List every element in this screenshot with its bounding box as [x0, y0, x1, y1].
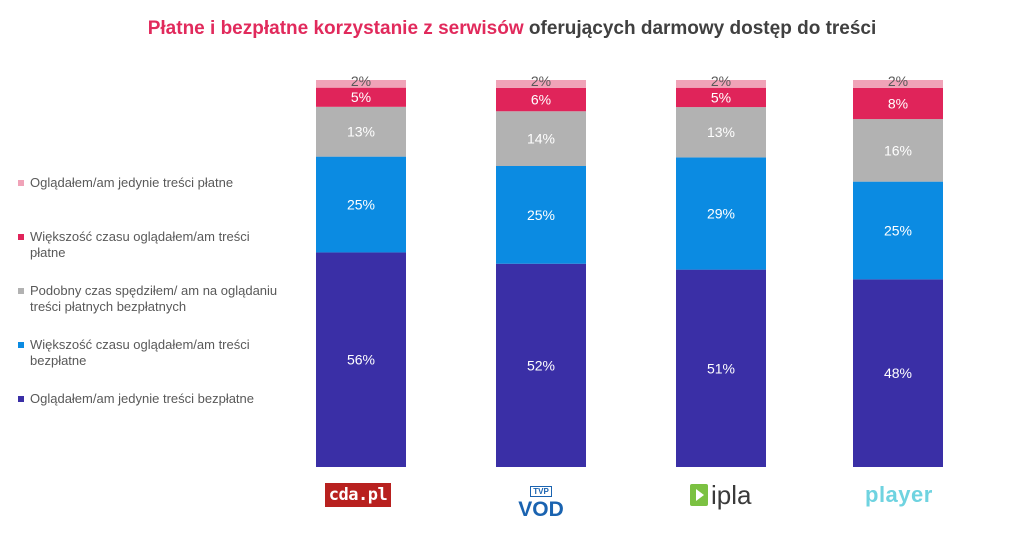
chart-title-highlight: Płatne i bezpłatne korzystanie z serwisó… [147, 18, 524, 39]
data-label: 8% [888, 95, 908, 111]
bar-segment [676, 269, 766, 467]
data-label: 25% [527, 207, 555, 223]
data-label: 2% [711, 73, 731, 89]
ipla-logo: ipla [690, 478, 760, 514]
cda-logo: cda.pl [325, 483, 391, 507]
bar-segment [316, 106, 406, 157]
legend-label: Oglądałem/am jedynie treści bezpłatne [30, 391, 255, 406]
legend-swatch [18, 396, 24, 402]
data-label: 5% [351, 89, 371, 105]
legend-item-equal: Podobny czas spędziłem/ am na oglądaniu … [18, 283, 288, 315]
data-label: 51% [707, 360, 735, 376]
data-label: 5% [711, 89, 731, 105]
bar-segment [496, 111, 586, 166]
legend-item-mostly-free: Większość czasu oglądałem/am treści bezp… [18, 337, 288, 369]
legend-label: Oglądałem/am jedynie treści płatne [30, 175, 234, 190]
bar-segment [316, 252, 406, 467]
bar-segment [316, 156, 406, 253]
tvp-logo-badge: TVP [530, 486, 552, 497]
bar-segment [496, 80, 586, 88]
chart-title-rest: oferujących darmowy dostęp do treści [528, 18, 877, 39]
bar-segment [316, 87, 406, 107]
bar-segment [676, 157, 766, 270]
data-label: 16% [884, 142, 912, 158]
bar-segment [853, 119, 943, 182]
data-label: 29% [707, 206, 735, 222]
bar-segment [316, 80, 406, 88]
bar-segment [676, 107, 766, 158]
bar-segment [853, 279, 943, 467]
legend-label: Większość czasu oglądałem/am treści płat… [30, 229, 250, 260]
legend-swatch [18, 234, 24, 240]
bar-segment [496, 263, 586, 467]
bar-segment [496, 166, 586, 264]
play-icon [690, 484, 708, 506]
bar-segment [676, 80, 766, 88]
data-label: 13% [707, 124, 735, 140]
legend-swatch [18, 288, 24, 294]
ipla-logo-text: ipla [711, 480, 752, 510]
bar-segment [676, 87, 766, 108]
data-label: 2% [351, 73, 371, 89]
tvp-vod-logo: TVP VOD [514, 481, 568, 521]
data-label: 52% [527, 357, 555, 373]
player-logo: player [865, 482, 933, 507]
data-label: 2% [888, 73, 908, 89]
legend-swatch [18, 180, 24, 186]
bar-segment [496, 87, 586, 112]
legend-item-free-only: Oglądałem/am jedynie treści bezpłatne [18, 391, 288, 407]
tvp-logo-text: VOD [518, 498, 564, 521]
bar-segment [853, 80, 943, 88]
legend-item-paid-only: Oglądałem/am jedynie treści płatne [18, 175, 288, 191]
data-label: 25% [347, 197, 375, 213]
data-label: 2% [531, 73, 551, 89]
legend-swatch [18, 342, 24, 348]
bar-segment [853, 181, 943, 280]
chart-title: Płatne i bezpłatne korzystanie z serwisó… [0, 18, 1024, 40]
data-label: 14% [527, 131, 555, 147]
data-label: 56% [347, 352, 375, 368]
data-label: 25% [884, 223, 912, 239]
bar-segment [853, 87, 943, 120]
legend-label: Podobny czas spędziłem/ am na oglądaniu … [30, 283, 278, 314]
data-label: 13% [347, 124, 375, 140]
legend-item-mostly-paid: Większość czasu oglądałem/am treści płat… [18, 229, 288, 261]
legend-label: Większość czasu oglądałem/am treści bezp… [30, 337, 250, 368]
data-label: 48% [884, 365, 912, 381]
data-label: 6% [531, 92, 551, 108]
